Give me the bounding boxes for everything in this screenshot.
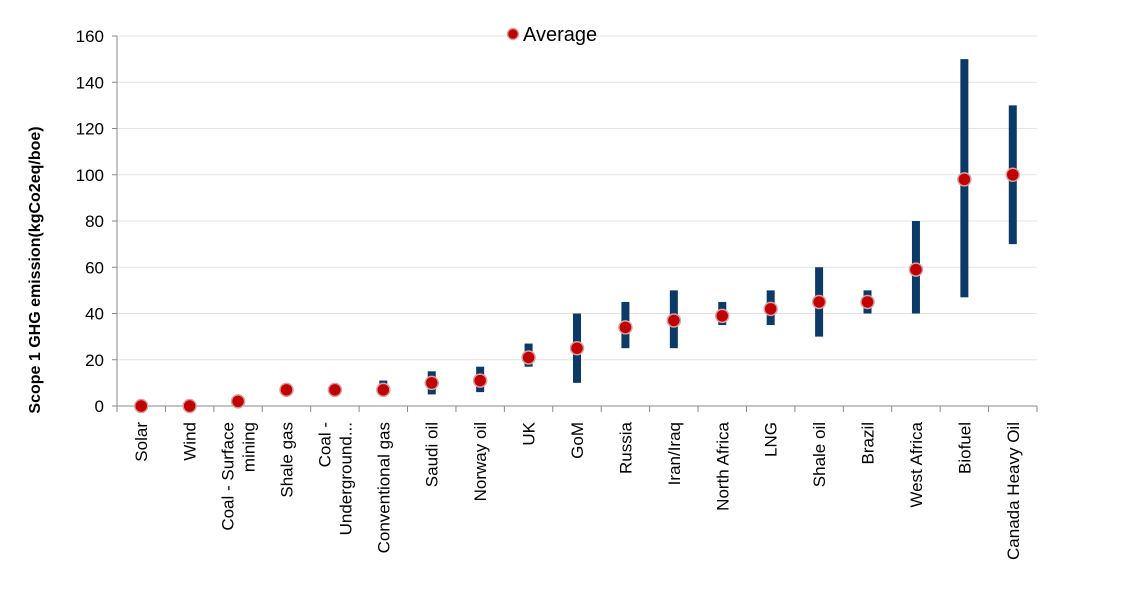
x-tick-labels: Solar Wind Coal - Surface mining Shale gas Co…: [132, 421, 1023, 560]
x-tick-label: Shale gas: [277, 422, 296, 498]
average-point: [957, 172, 972, 187]
y-tick-label: 20: [85, 351, 104, 370]
x-tick-label: Saudi oil: [423, 422, 442, 487]
x-tick-label: UK: [520, 421, 539, 445]
average-point: [1005, 167, 1021, 182]
x-tick-label-line: Underground...: [336, 422, 355, 535]
range-bars: [379, 59, 1017, 395]
x-tick-label: Coal - Surface mining: [219, 422, 259, 531]
x-tick-label: Russia: [616, 421, 635, 474]
x-tick-label-line: Solar: [132, 422, 151, 462]
y-tick-labels: 0 20 40 60 80 100 120 140 160: [76, 27, 104, 416]
x-tick-label: Canada Heavy Oil: [1004, 422, 1023, 560]
x-tick-label-line: Shale gas: [277, 422, 296, 498]
x-tick-label: Shale oil: [810, 422, 829, 487]
x-tick-label-line: Saudi oil: [423, 422, 442, 487]
average-point: [424, 375, 439, 391]
axes: [112, 35, 1038, 412]
gridlines: [117, 35, 1037, 361]
x-tick-label-line: UK: [520, 421, 539, 445]
x-tick-label-line: Conventional gas: [374, 422, 393, 553]
y-axis-label: Scope 1 GHG emission(kgCo2eq/boe): [27, 126, 44, 413]
legend-marker: [506, 27, 520, 41]
average-point: [521, 350, 536, 365]
x-tick-label-line: LNG: [762, 422, 781, 457]
y-tick-label: 40: [85, 305, 104, 324]
legend-label-average: Average: [523, 24, 597, 46]
y-tick-label: 100: [76, 166, 104, 185]
x-tick-label: Coal - Underground...: [315, 422, 355, 535]
average-point: [279, 382, 294, 398]
x-tick-label-line: Iran/Iraq: [665, 422, 684, 485]
average-point: [327, 382, 343, 398]
average-point: [860, 294, 875, 310]
x-tick-label-line: mining: [240, 422, 259, 472]
average-point: [715, 308, 730, 324]
x-tick-label-line: Coal - Surface: [219, 422, 238, 531]
x-tick-label-line: Coal -: [315, 422, 334, 467]
x-tick-label: Wind: [181, 422, 200, 461]
x-tick-label-line: GoM: [568, 422, 587, 459]
x-tick-label: LNG: [762, 422, 781, 457]
y-tick-label: 80: [85, 212, 104, 231]
y-tick-label: 60: [85, 258, 104, 277]
average-point: [133, 398, 149, 414]
average-point: [618, 320, 633, 335]
legend: Average: [506, 24, 597, 46]
average-points: [133, 167, 1021, 414]
average-point: [569, 340, 585, 356]
average-point: [182, 398, 197, 414]
y-tick-label: 0: [95, 397, 104, 416]
x-tick-label: West Africa: [907, 421, 926, 507]
average-point: [763, 301, 778, 317]
average-point: [230, 394, 246, 409]
average-point: [908, 262, 924, 277]
x-tick-label-line: Norway oil: [471, 422, 490, 501]
average-point: [472, 373, 488, 388]
y-tick-label: 120: [76, 120, 104, 139]
average-point: [376, 382, 391, 398]
y-tick-label: 160: [76, 27, 104, 46]
x-tick-label: Solar: [132, 422, 151, 462]
average-point: [811, 294, 827, 310]
x-tick-label-line: Shale oil: [810, 422, 829, 487]
x-tick-label-line: North Africa: [713, 421, 732, 510]
x-tick-label-line: Wind: [181, 422, 200, 461]
x-tick-label-line: West Africa: [907, 421, 926, 507]
x-tick-label-line: Brazil: [859, 422, 878, 465]
x-tick-label: Iran/Iraq: [665, 422, 684, 485]
x-tick-label-line: Biofuel: [955, 422, 974, 474]
average-point: [666, 313, 682, 328]
x-tick-label: Conventional gas: [374, 422, 393, 553]
x-tick-label: Brazil: [859, 422, 878, 465]
x-tick-label-line: Russia: [616, 421, 635, 474]
x-tick-label: GoM: [568, 422, 587, 459]
x-tick-label: Norway oil: [471, 422, 490, 501]
x-tick-label: North Africa: [713, 421, 732, 510]
x-tick-label: Biofuel: [955, 422, 974, 474]
y-tick-label: 140: [76, 73, 104, 92]
x-tick-label-line: Canada Heavy Oil: [1004, 422, 1023, 560]
